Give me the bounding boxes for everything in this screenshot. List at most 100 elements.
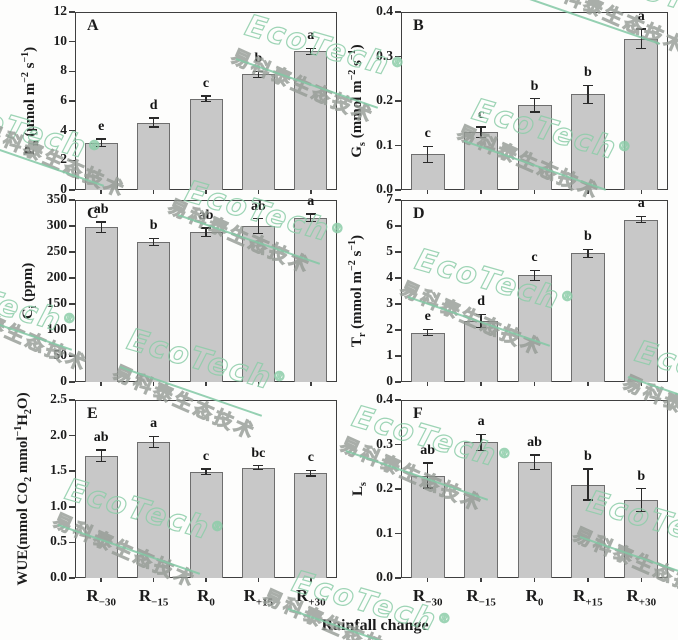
x-tick-mark [205,190,207,194]
significance-letter: e [424,309,431,325]
error-bar-cap-top [96,221,107,223]
y-tick-label: 2.5 [50,391,67,406]
error-bar-cap-top [305,469,316,472]
y-tick-mark [395,303,401,305]
significance-letter: c [202,76,210,92]
error-bar-cap-bottom [476,136,487,139]
error-bar-cap-bottom [582,499,593,501]
error-bar-cap-top [148,117,159,119]
error-bar [100,449,102,462]
y-tick-mark [69,506,75,508]
y-tick-mark [395,355,401,357]
x-tick-mark [205,382,207,386]
x-tick-mark [533,382,536,386]
x-tick-mark [100,578,102,582]
y-tick-mark [69,577,75,579]
error-bar [480,434,482,451]
y-tick-label: 0 [386,373,393,388]
y-tick-label: 300 [46,217,67,232]
y-axis-label: Ci (ppm) [20,262,39,320]
error-bar-cap-top [476,313,487,316]
y-tick-mark [395,381,401,383]
panel-letter: C [87,205,99,222]
bar [294,473,328,578]
bar [570,253,605,382]
y-axis-label: Ls [350,482,369,496]
significance-letter: a [307,194,315,210]
error-bar [533,270,536,281]
y-tick-mark [69,225,75,227]
x-tick-mark [587,382,589,386]
bar [464,132,499,190]
error-bar-cap-bottom [476,449,487,451]
error-bar-cap-bottom [529,279,540,282]
error-bar [427,146,429,163]
x-category-label: R+30 [626,586,657,609]
error-bar-cap-bottom [201,474,211,476]
significance-letter: b [583,448,592,464]
error-bar-cap-bottom [422,161,433,164]
y-tick-label: 12 [53,3,68,18]
error-bar [427,463,429,489]
bar [410,332,445,382]
error-bar-cap-bottom [422,335,433,337]
error-bar [205,96,207,102]
error-bar-cap-bottom [253,469,264,471]
x-tick-mark [152,578,155,582]
error-bar-cap-top [582,84,593,87]
significance-letter: d [149,98,158,114]
y-tick-mark [69,470,75,472]
x-category-label: R+30 [296,586,326,609]
error-bar-cap-top [529,269,540,271]
error-bar-cap-top [476,126,487,128]
y-axis-label: WUE(mmol CO2 mmol−1H2O) [13,392,34,586]
y-tick-mark [395,277,401,279]
error-bar-cap-bottom [582,102,593,104]
panel-letter: B [413,17,424,34]
y-tick-label: 0 [60,373,67,388]
y-tick-label: 0.3 [376,47,393,63]
error-bar [533,98,536,113]
error-bar-cap-top [305,213,316,215]
x-tick-mark [100,382,102,386]
x-axis-title: Rainfall change [321,617,429,634]
error-bar-cap-top [253,218,264,220]
y-tick-label: 0.1 [376,524,393,540]
x-tick-mark [640,382,643,386]
y-tick-mark [395,251,401,253]
x-tick-mark [587,578,589,582]
significance-letter: ab [527,435,542,451]
bar [189,471,223,578]
y-tick-mark [395,577,401,579]
error-bar-cap-top [201,227,211,229]
y-tick-mark [69,159,75,162]
x-tick-mark [205,578,207,582]
error-bar-cap-bottom [148,447,159,449]
y-tick-label: 1 [386,347,393,362]
error-bar-cap-bottom [636,47,647,50]
y-tick-mark [69,40,75,43]
y-tick-mark [69,129,75,132]
error-bar [100,221,102,233]
x-tick-mark [310,190,312,194]
significance-letter: a [637,8,645,24]
significance-letter: b [583,229,592,245]
error-bar-cap-top [422,145,433,148]
bar [570,94,605,190]
y-tick-mark [395,55,401,58]
error-bar-cap-bottom [96,145,107,147]
bar [84,142,118,190]
significance-letter: b [254,51,263,67]
y-tick-label: 2 [386,321,393,336]
y-tick-label: 8 [60,62,67,78]
error-bar [152,118,155,127]
y-tick-mark [69,399,75,401]
y-tick-mark [69,329,75,331]
panel-letter: A [87,17,99,34]
bar [624,219,659,382]
significance-letter: a [477,414,485,430]
error-bar-cap-top [636,487,647,490]
y-tick-mark [395,189,401,191]
error-bar [480,314,482,328]
y-tick-mark [69,355,75,357]
